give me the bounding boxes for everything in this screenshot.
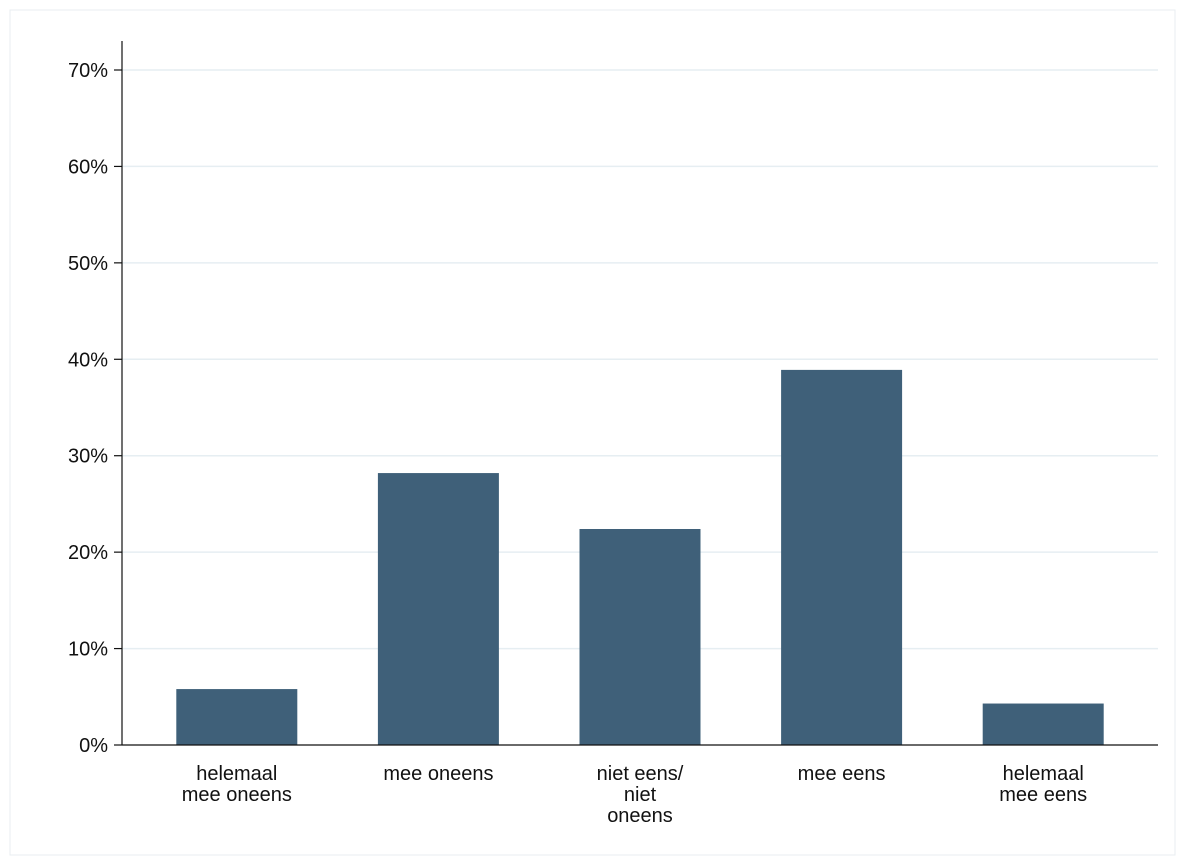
- x-category-label: niet eens/niet oneens: [597, 763, 684, 827]
- x-category-label: mee eens: [798, 763, 886, 785]
- y-tick-label: 50%: [68, 253, 108, 275]
- y-tick-label: 20%: [68, 542, 108, 564]
- bar: [176, 689, 298, 745]
- bar: [579, 529, 701, 745]
- axes: [114, 41, 1158, 746]
- x-category-label: helemaal mee eens: [999, 763, 1087, 806]
- y-tick-label: 30%: [68, 446, 108, 468]
- gridlines: [122, 69, 1158, 650]
- x-category-label-line: mee oneens: [383, 763, 493, 785]
- bars: [176, 369, 1104, 745]
- x-category-label-line: mee oneens: [182, 784, 292, 806]
- x-category-label-line: helemaal: [1003, 763, 1084, 785]
- x-category-label-line: niet: [624, 784, 657, 806]
- y-tick-label: 60%: [68, 156, 108, 178]
- y-tick-label: 0%: [79, 735, 108, 757]
- bar: [781, 369, 903, 745]
- x-category-label: mee oneens: [383, 763, 493, 785]
- x-category-label-line: mee eens: [798, 763, 886, 785]
- x-category-label-line: oneens: [607, 805, 673, 827]
- bar: [982, 703, 1104, 745]
- x-category-label-line: niet eens/: [597, 763, 684, 785]
- bar: [377, 473, 499, 745]
- x-category-label: helemaal mee oneens: [182, 763, 292, 806]
- labels: 0%10%20%30%40%50%60%70%helemaal mee oneen…: [68, 60, 1087, 827]
- x-category-label-line: helemaal: [196, 763, 277, 785]
- y-tick-label: 40%: [68, 349, 108, 371]
- x-category-label-line: mee eens: [999, 784, 1087, 806]
- y-tick-label: 10%: [68, 639, 108, 661]
- y-tick-label: 70%: [68, 60, 108, 82]
